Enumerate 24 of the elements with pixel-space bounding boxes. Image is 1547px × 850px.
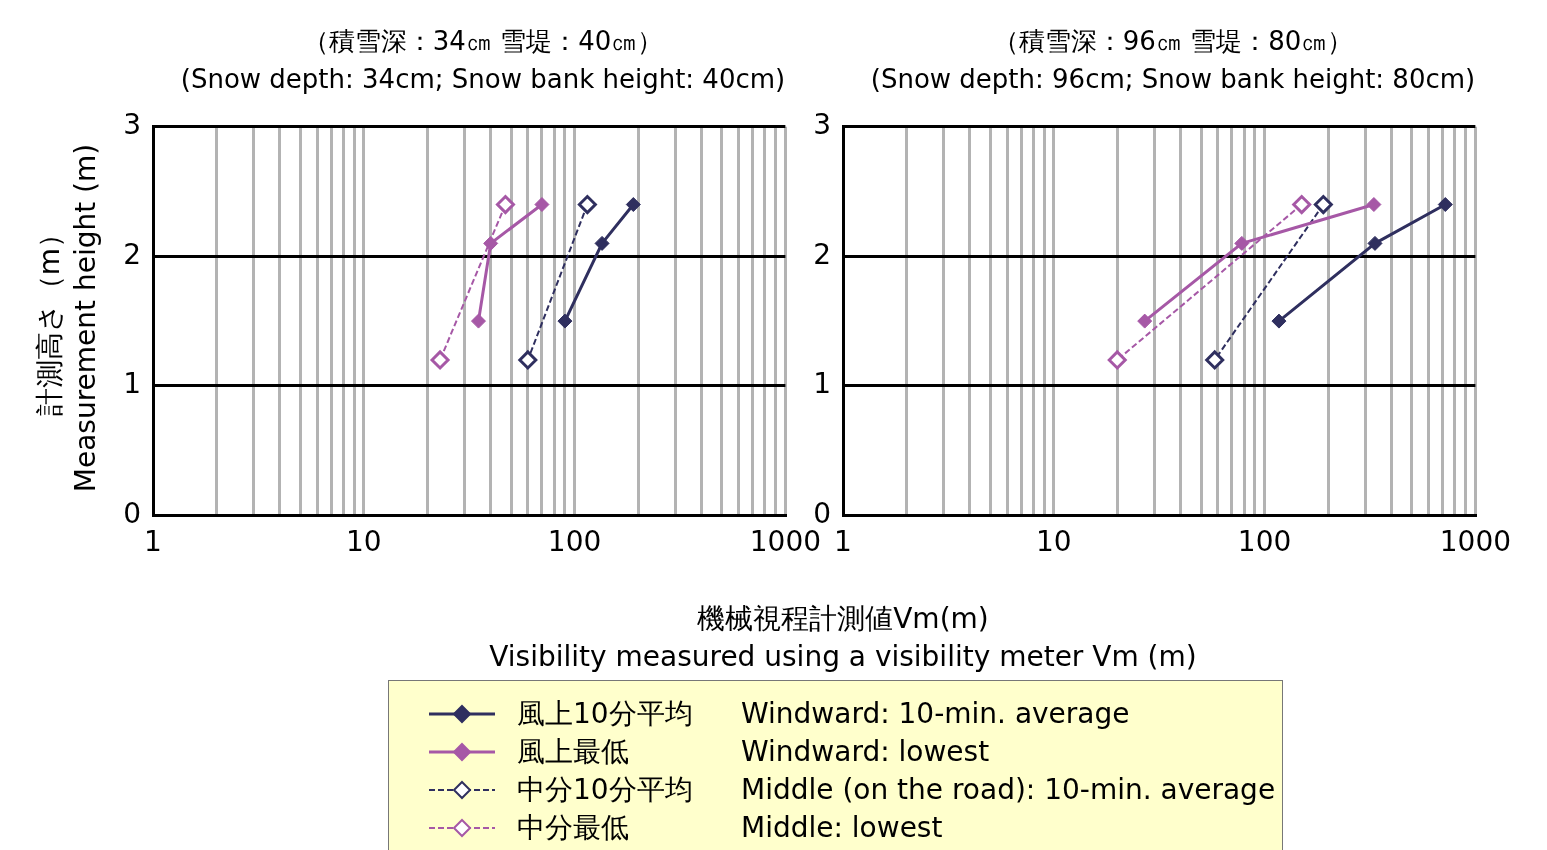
y-tick-label: 2 [813, 237, 831, 271]
legend-label: 風上10分平均 Windward: 10-min. average [517, 696, 1130, 732]
legend-label: 中分最低 Middle: lowest [517, 810, 943, 846]
x-axis-title: 機械視程計測値Vm(m) Visibility measured using a visibility meter Vm (m) [488, 601, 1198, 675]
y-tick-label: 1 [123, 367, 141, 401]
x-tick-label: 1 [144, 525, 162, 559]
legend-label: 風上最低 Windward: lowest [517, 734, 990, 770]
chart-subtitle: (Snow depth: 34cm; Snow bank height: 40cm) [179, 63, 787, 96]
chart-title: （積雪深：96㎝ 雪堤：80㎝） [991, 25, 1355, 58]
chart-title: （積雪深：34㎝ 雪堤：40㎝） [301, 25, 665, 58]
y-axis-title: 計測高さ（m） Measurement height (m) [32, 142, 103, 495]
x-tick-label: 1000 [1439, 525, 1511, 559]
y-tick-label: 3 [813, 108, 831, 142]
x-tick-label: 1 [834, 525, 852, 559]
y-tick-label: 3 [123, 108, 141, 142]
y-tick-label: 1 [813, 367, 831, 401]
x-tick-label: 100 [1237, 525, 1292, 559]
y-tick-label: 0 [123, 496, 141, 530]
chart-subtitle: (Snow depth: 96cm; Snow bank height: 80cm) [869, 63, 1477, 96]
x-tick-label: 100 [547, 525, 602, 559]
legend-label: 中分10分平均 Middle (on the road): 10-min. average [517, 772, 1276, 808]
x-tick-label: 10 [345, 525, 382, 559]
y-tick-label: 2 [123, 237, 141, 271]
x-tick-label: 10 [1035, 525, 1072, 559]
